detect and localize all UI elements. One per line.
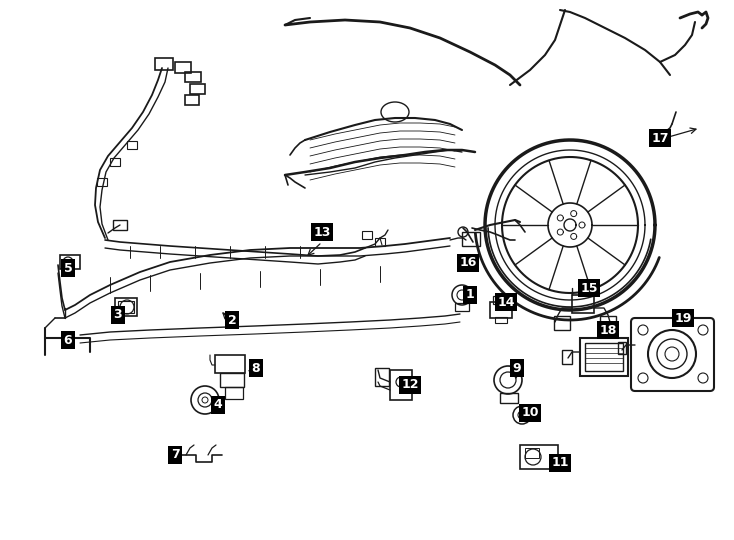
Bar bbox=[455, 303, 469, 311]
Bar bbox=[495, 317, 507, 323]
Bar bbox=[190, 84, 205, 94]
Text: 7: 7 bbox=[170, 449, 179, 462]
Text: 3: 3 bbox=[114, 308, 123, 321]
Bar bbox=[113, 220, 127, 230]
Text: 4: 4 bbox=[214, 399, 222, 411]
Bar bbox=[580, 338, 628, 376]
Bar bbox=[462, 232, 480, 246]
Text: 14: 14 bbox=[497, 295, 515, 308]
Bar bbox=[225, 387, 243, 399]
Bar bbox=[500, 393, 518, 403]
Text: 2: 2 bbox=[228, 314, 236, 327]
Bar bbox=[175, 62, 191, 73]
Text: 6: 6 bbox=[64, 334, 73, 347]
Bar bbox=[572, 295, 594, 313]
Text: 8: 8 bbox=[252, 361, 261, 375]
Bar bbox=[585, 343, 623, 371]
Text: 1: 1 bbox=[465, 288, 474, 301]
Text: 15: 15 bbox=[581, 281, 597, 294]
Bar bbox=[110, 158, 120, 166]
Bar bbox=[562, 350, 572, 364]
Bar bbox=[115, 298, 137, 316]
Bar bbox=[493, 296, 509, 304]
Text: 16: 16 bbox=[459, 256, 476, 269]
Text: 9: 9 bbox=[512, 361, 521, 375]
Bar bbox=[118, 301, 134, 313]
Bar bbox=[390, 370, 412, 400]
Bar bbox=[220, 373, 244, 387]
Text: 17: 17 bbox=[651, 132, 669, 145]
Bar bbox=[375, 238, 385, 246]
Text: 10: 10 bbox=[521, 407, 539, 420]
Bar bbox=[618, 342, 626, 354]
Bar bbox=[155, 58, 173, 70]
Bar bbox=[554, 316, 570, 330]
Bar bbox=[520, 445, 558, 469]
Bar bbox=[525, 448, 539, 458]
Bar bbox=[362, 231, 372, 239]
Bar bbox=[215, 355, 245, 373]
Text: 19: 19 bbox=[675, 312, 691, 325]
Bar bbox=[97, 178, 107, 186]
Text: 11: 11 bbox=[551, 456, 569, 469]
Text: 13: 13 bbox=[313, 226, 331, 239]
Bar bbox=[600, 316, 616, 330]
Text: 12: 12 bbox=[401, 379, 419, 392]
Bar bbox=[127, 141, 137, 149]
Bar bbox=[185, 95, 199, 105]
Bar bbox=[185, 72, 201, 82]
Text: 5: 5 bbox=[64, 261, 73, 274]
Bar bbox=[375, 368, 389, 386]
Bar bbox=[60, 255, 80, 269]
Bar bbox=[490, 302, 512, 318]
Text: 18: 18 bbox=[600, 323, 617, 336]
